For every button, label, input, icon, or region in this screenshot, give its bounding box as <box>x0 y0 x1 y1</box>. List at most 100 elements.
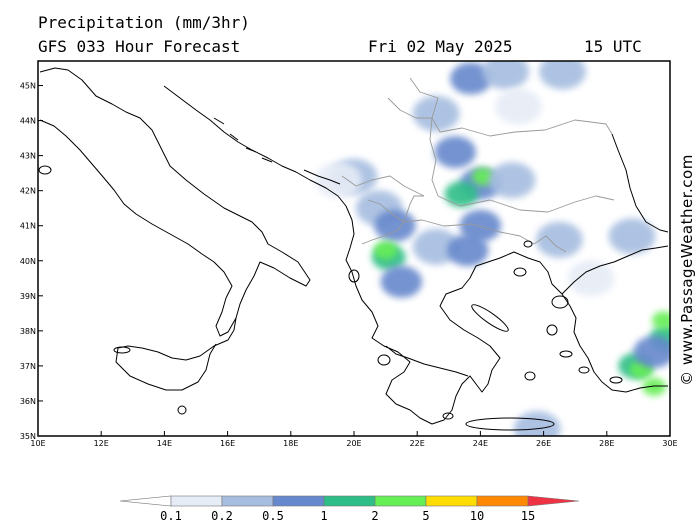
legend-swatch <box>272 495 325 507</box>
lon-tick-label: 24E <box>473 439 488 448</box>
border-line <box>341 175 425 197</box>
islands <box>38 117 623 431</box>
island-kefalonia <box>377 354 391 366</box>
legend-swatch <box>323 495 376 507</box>
island-lesbos <box>551 295 569 309</box>
legend-swatch <box>425 495 478 507</box>
lat-tick-label: 43N <box>20 152 36 161</box>
legend-swatch <box>221 495 274 507</box>
coast-pelop-n <box>385 345 469 377</box>
border-line <box>367 199 405 223</box>
island-euboea <box>471 304 509 332</box>
lon-tick-label: 20E <box>346 439 361 448</box>
legend-label: 0.5 <box>262 509 284 523</box>
forecast-subtitle: GFS 033 Hour Forecast <box>38 37 241 56</box>
lon-tick-label: 28E <box>599 439 614 448</box>
island-samos <box>559 350 573 358</box>
coastlines <box>39 67 669 425</box>
legend-swatch <box>527 495 580 507</box>
border-line <box>533 235 567 253</box>
precip-cell <box>373 241 398 260</box>
legend-label: 1 <box>320 509 327 523</box>
coast-black-sea <box>611 133 669 233</box>
island-crete <box>465 417 555 431</box>
legend-label: 15 <box>521 509 535 523</box>
island-kythira <box>442 412 454 420</box>
lat-tick-label: 44N <box>20 117 36 126</box>
legend-swatch <box>170 495 223 507</box>
lon-tick-label: 18E <box>283 439 298 448</box>
lat-tick-label: 35N <box>20 432 36 441</box>
legend-swatch <box>374 495 427 507</box>
island-malta <box>177 405 187 415</box>
lon-tick-label: 26E <box>536 439 551 448</box>
island-kos <box>578 366 590 374</box>
coast-montenegro <box>303 169 341 185</box>
precip-cell <box>651 311 670 330</box>
precipitation-map: 10E 12E 14E 16E 18E 20E 22E 24E 26E 28E 30E 35N 36N 3… <box>20 60 678 448</box>
precip-cell <box>459 209 502 242</box>
island-corsica <box>38 165 52 175</box>
precip-cell <box>412 95 460 132</box>
legend-label: 2 <box>371 509 378 523</box>
precip-cell <box>642 377 666 396</box>
legend-label: 0.1 <box>160 509 182 523</box>
legend-label: 0.2 <box>211 509 233 523</box>
forecast-time: 15 UTC <box>584 37 642 56</box>
axis-ticks: 10E 12E 14E 16E 18E 20E 22E 24E 26E 28E 30E 35N 36N 3… <box>20 82 678 448</box>
country-borders <box>341 77 615 253</box>
lon-tick-label: 12E <box>94 439 109 448</box>
precip-cell <box>488 162 536 199</box>
legend-swatch <box>119 495 172 507</box>
lat-tick-label: 37N <box>20 362 36 371</box>
island-rhodes <box>609 376 623 384</box>
precip-cell <box>608 218 656 255</box>
lat-tick-label: 41N <box>20 222 36 231</box>
forecast-date: Fri 02 May 2025 <box>368 37 513 56</box>
precip-cell <box>567 260 615 297</box>
island-lemnos <box>513 267 527 277</box>
credit-watermark: © www.PassageWeather.com <box>678 154 696 386</box>
border-line <box>409 77 613 137</box>
border-line <box>403 219 535 245</box>
lon-tick-label: 16E <box>220 439 235 448</box>
coast-adriatic-east <box>163 85 563 425</box>
lon-tick-label: 14E <box>157 439 172 448</box>
legend-label: 10 <box>470 509 484 523</box>
precip-cell <box>314 162 362 199</box>
island-sicily-w <box>113 346 131 354</box>
lat-tick-label: 40N <box>20 257 36 266</box>
precip-cell <box>494 88 542 125</box>
precip-legend: 0.1 0.2 0.5 1 2 5 10 15 <box>119 495 580 523</box>
lon-tick-label: 10E <box>30 439 45 448</box>
precip-cell <box>633 335 670 368</box>
coast-turkey-aegean <box>561 293 668 393</box>
lon-tick-label: 30E <box>662 439 677 448</box>
island-corfu <box>348 269 360 283</box>
border-line <box>387 97 432 119</box>
border-line <box>403 195 424 223</box>
coast-thrace <box>561 245 669 295</box>
border-line <box>437 195 615 213</box>
lon-tick-label: 22E <box>410 439 425 448</box>
lat-tick-label: 39N <box>20 292 36 301</box>
island-dalmatian <box>213 117 273 163</box>
border-line <box>361 221 405 245</box>
precip-cell <box>380 265 423 298</box>
precip-cell <box>446 234 489 267</box>
legend-label: 5 <box>422 509 429 523</box>
precip-cell <box>539 61 586 90</box>
precip-cell <box>434 136 476 169</box>
coast-italy-east <box>39 67 311 337</box>
chart-title: Precipitation (mm/3hr) <box>38 13 250 32</box>
precip-cell <box>412 228 460 265</box>
precip-cell <box>444 181 479 208</box>
island-thasos <box>523 240 533 248</box>
precip-layer <box>314 61 670 436</box>
lat-tick-label: 42N <box>20 187 36 196</box>
border-line <box>429 117 439 197</box>
precip-cell <box>450 62 492 95</box>
precip-cell <box>482 61 530 90</box>
island-chios <box>546 324 558 336</box>
lat-tick-label: 36N <box>20 397 36 406</box>
